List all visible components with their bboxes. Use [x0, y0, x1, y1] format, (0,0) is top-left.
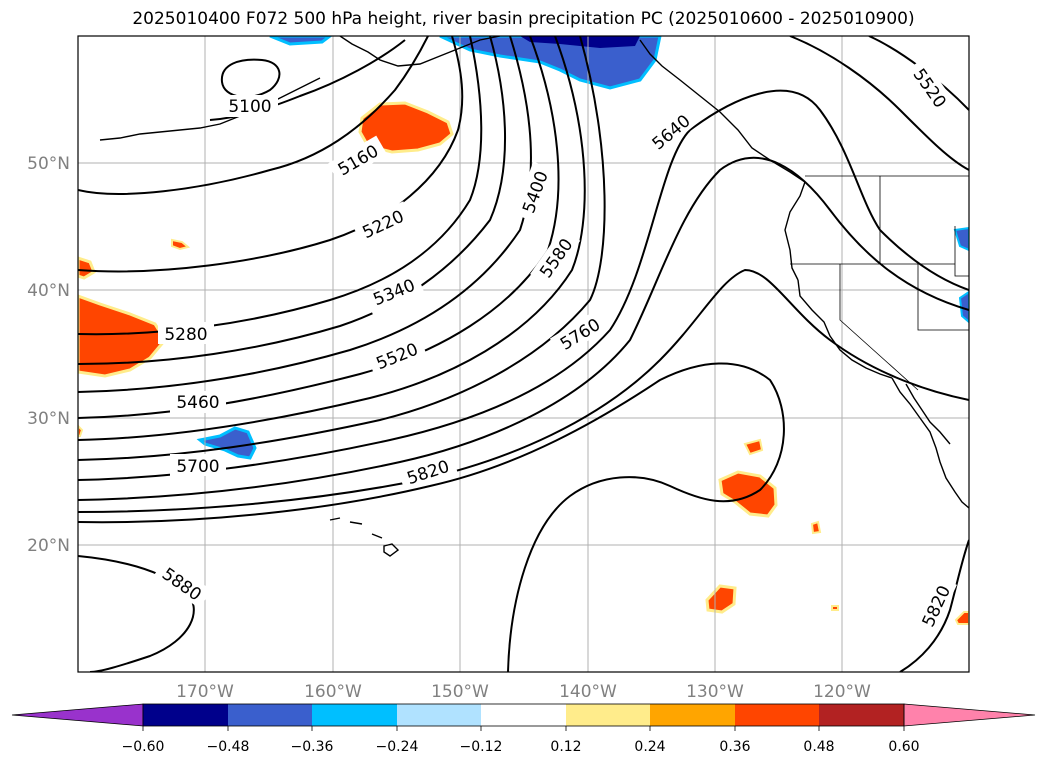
- contour-label: 5820: [405, 457, 452, 489]
- negative-anomaly-bering: [269, 36, 333, 46]
- contour-label: 5100: [228, 97, 271, 117]
- positive-anomaly-small-5: [831, 605, 839, 611]
- positive-anomaly-south: [705, 584, 737, 614]
- colorbar-tick-label: −0.24: [376, 739, 419, 755]
- lat-label: 20°N: [27, 536, 70, 556]
- negative-anomaly-rockies: [953, 226, 969, 252]
- colorbar: −0.60 −0.48 −0.36 −0.24 −0.12 0.12 0.24 …: [11, 703, 1036, 755]
- contour-5400: [78, 36, 532, 393]
- negative-anomaly-gulf-of-alaska: [439, 36, 662, 90]
- lon-label: 120°W: [813, 682, 871, 702]
- contour-5760: [78, 268, 969, 513]
- graticule: [78, 36, 969, 672]
- colorbar-tick-label: −0.48: [207, 739, 250, 755]
- colorbar-segment: [819, 704, 904, 726]
- colorbar-segment: [312, 704, 397, 726]
- negative-anomaly-alaska-core: [520, 36, 640, 48]
- contour-5220: [78, 36, 464, 273]
- contour-5820-east: [899, 539, 969, 672]
- positive-anomaly-small-3: [743, 438, 764, 456]
- positive-anomaly-small-2: [78, 424, 84, 437]
- alaska-panhandle-coast: [639, 39, 806, 281]
- contour-5700: [78, 156, 969, 501]
- political-borders: [790, 175, 969, 391]
- baja-inner-coast: [905, 383, 951, 445]
- contour-5580: [78, 36, 606, 461]
- lon-label: 140°W: [559, 682, 617, 702]
- contour-5340: [78, 36, 506, 365]
- state-borders: [790, 176, 969, 391]
- colorbar-extend-right: [903, 703, 1036, 727]
- colorbar-segment: [650, 704, 735, 726]
- colorbar-tick-label: −0.12: [460, 739, 503, 755]
- contour-labels: 5100 5160 5220 5280 5340 5400 5460 5520 …: [153, 58, 957, 636]
- negative-anomaly-great-basin: [958, 290, 969, 324]
- colorbar-segment: [566, 704, 650, 726]
- alaska-coast: [339, 36, 501, 67]
- contour-label: 5700: [176, 457, 219, 477]
- lon-label: 150°W: [431, 682, 489, 702]
- map-frame: [77, 35, 970, 673]
- colorbar-segment: [397, 704, 481, 726]
- positive-anomaly-west-pacific: [78, 294, 167, 378]
- colorbar-segment: [481, 704, 566, 726]
- contour-5580-east: [789, 36, 969, 171]
- colorbar-tick-label: 0.24: [634, 739, 665, 755]
- positive-anomaly-small-1: [171, 238, 191, 251]
- lat-label: 30°N: [27, 409, 70, 429]
- contour-label: 5280: [164, 325, 207, 345]
- contour-5820: [78, 362, 785, 672]
- height-contours: [78, 36, 969, 672]
- map-title: 2025010400 F072 500 hPa height, river ba…: [132, 9, 915, 29]
- contour-5640: [78, 89, 969, 481]
- hawaii-islands: [329, 517, 400, 557]
- contour-5880: [78, 555, 195, 672]
- colorbar-tick-label: −0.60: [122, 739, 165, 755]
- west-coast-us: [797, 279, 893, 379]
- positive-anomaly-southeast-edge: [954, 611, 969, 625]
- colorbar-segment: [735, 704, 819, 726]
- colorbar-segment: [143, 704, 228, 726]
- aleutian-islands: [99, 77, 321, 141]
- colorbar-frame: [142, 703, 905, 727]
- contour-5100-closed: [220, 58, 281, 98]
- colorbar-tick-label: 0.48: [803, 739, 834, 755]
- lat-label: 50°N: [27, 154, 70, 174]
- colorbar-ticks: [142, 726, 905, 731]
- lon-label: 160°W: [304, 682, 362, 702]
- contour-5160: [78, 36, 429, 195]
- contour-label: 5460: [176, 393, 219, 413]
- precipitation-shading: [78, 36, 969, 625]
- colorbar-tick-label: −0.36: [291, 739, 334, 755]
- colorbar-tick-label: 0.60: [888, 739, 919, 755]
- lon-label: 170°W: [176, 682, 234, 702]
- contour-5520: [78, 36, 586, 441]
- positive-anomaly-east-pacific: [718, 470, 778, 518]
- colorbar-extend-left: [11, 703, 144, 727]
- latitude-labels: 50°N 40°N 30°N 20°N: [27, 154, 70, 556]
- lat-label: 40°N: [27, 281, 70, 301]
- lon-label: 130°W: [686, 682, 744, 702]
- baja-mexico-coast: [891, 377, 969, 509]
- negative-anomaly-hawaii-west: [196, 426, 257, 460]
- positive-anomaly-small-4: [810, 520, 822, 535]
- longitude-labels: 170°W 160°W 150°W 140°W 130°W 120°W: [176, 682, 871, 702]
- colorbar-tick-label: 0.12: [550, 739, 581, 755]
- positive-anomaly-west-edge: [78, 256, 96, 280]
- colorbar-segment: [228, 704, 312, 726]
- colorbar-tick-label: 0.36: [719, 739, 750, 755]
